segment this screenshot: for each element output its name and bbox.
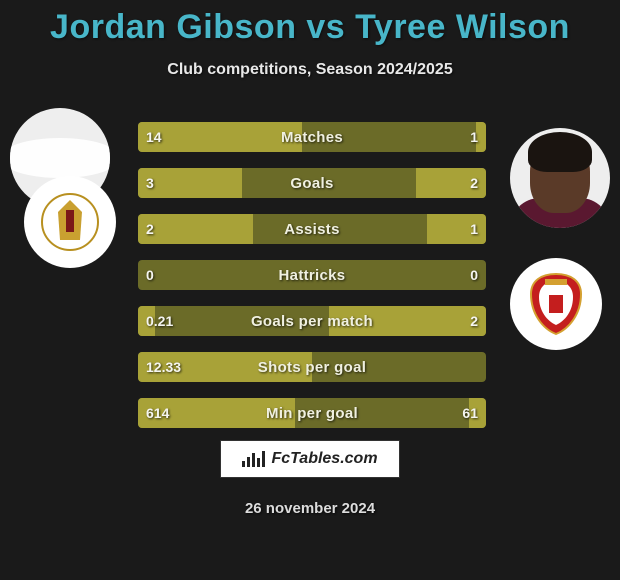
stat-label: Matches [138,122,486,152]
stat-row: 21Assists [138,214,486,244]
club-right-badge [510,258,602,350]
stat-label: Hattricks [138,260,486,290]
page-subtitle: Club competitions, Season 2024/2025 [0,61,620,79]
footer-brand-logo: FcTables.com [220,440,400,478]
stat-row: 00Hattricks [138,260,486,290]
stat-row: 61461Min per goal [138,398,486,428]
stat-label: Goals [138,168,486,198]
stat-label: Shots per goal [138,352,486,382]
player-right-avatar [510,128,610,228]
chart-icon [242,451,265,467]
footer-date: 26 november 2024 [0,500,620,517]
stat-row: 0.212Goals per match [138,306,486,336]
stat-label: Assists [138,214,486,244]
club-left-badge [24,176,116,268]
stat-row: 32Goals [138,168,486,198]
stat-label: Goals per match [138,306,486,336]
stat-label: Min per goal [138,398,486,428]
footer-brand-text: FcTables.com [271,450,377,468]
stats-container: 141Matches 32Goals 21Assists 00Hattricks 0.2… [138,122,486,444]
stat-row: 141Matches [138,122,486,152]
page-title: Jordan Gibson vs Tyree Wilson [0,0,620,47]
stat-row: 12.33Shots per goal [138,352,486,382]
